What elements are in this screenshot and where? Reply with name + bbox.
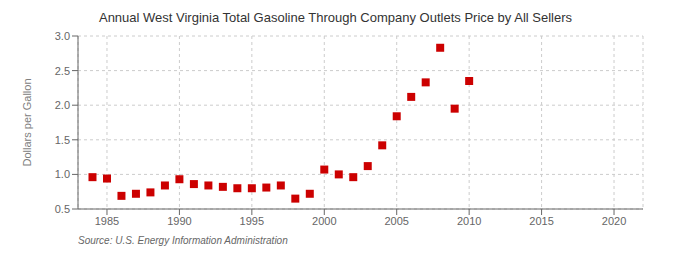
svg-text:2.0: 2.0 xyxy=(55,99,70,111)
svg-text:1995: 1995 xyxy=(240,215,264,227)
svg-text:2000: 2000 xyxy=(312,215,336,227)
svg-text:2020: 2020 xyxy=(602,215,626,227)
svg-text:2010: 2010 xyxy=(457,215,481,227)
svg-text:1.5: 1.5 xyxy=(55,134,70,146)
svg-text:2.5: 2.5 xyxy=(55,65,70,77)
svg-text:Dollars per Gallon: Dollars per Gallon xyxy=(21,78,33,166)
html-text:Annual West Virginia Total Gas: Annual West Virginia Total Gasoline Thro… xyxy=(99,10,572,25)
svg-text:2015: 2015 xyxy=(529,215,553,227)
svg-text:1.0: 1.0 xyxy=(55,168,70,180)
svg-text:1990: 1990 xyxy=(167,215,191,227)
svg-text:0.5: 0.5 xyxy=(55,203,70,215)
svg-text:1985: 1985 xyxy=(95,215,119,227)
html-text:Source: U.S. Energy Informatio: Source: U.S. Energy Information Administ… xyxy=(78,235,288,246)
svg-text:2005: 2005 xyxy=(384,215,408,227)
svg-text:3.0: 3.0 xyxy=(55,30,70,42)
